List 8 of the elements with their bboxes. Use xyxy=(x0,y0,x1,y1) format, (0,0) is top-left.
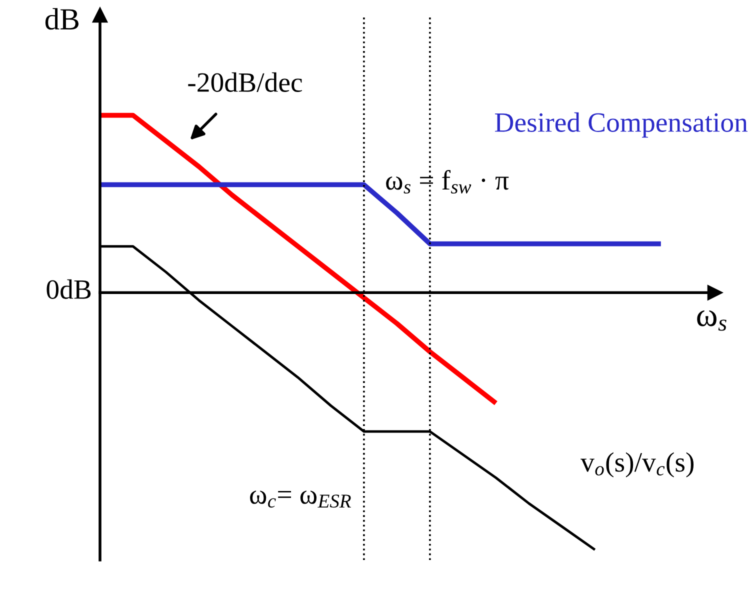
y-axis-title: dB xyxy=(45,8,79,30)
x-axis-title: ω$_{s}$ xyxy=(697,310,726,331)
text: 0dB xyxy=(46,279,91,299)
text: Desired Compensation xyxy=(494,112,748,138)
annotation: ω$_{s}$ = f$_{sw}$ · π xyxy=(386,170,509,194)
text: -20dB/dec xyxy=(188,72,302,92)
series-label: v$_{o}$(s)/v$_{c}$(s) xyxy=(580,452,694,478)
annotation: ω$_{c}$= ω$_{ESR}$ xyxy=(250,490,351,508)
